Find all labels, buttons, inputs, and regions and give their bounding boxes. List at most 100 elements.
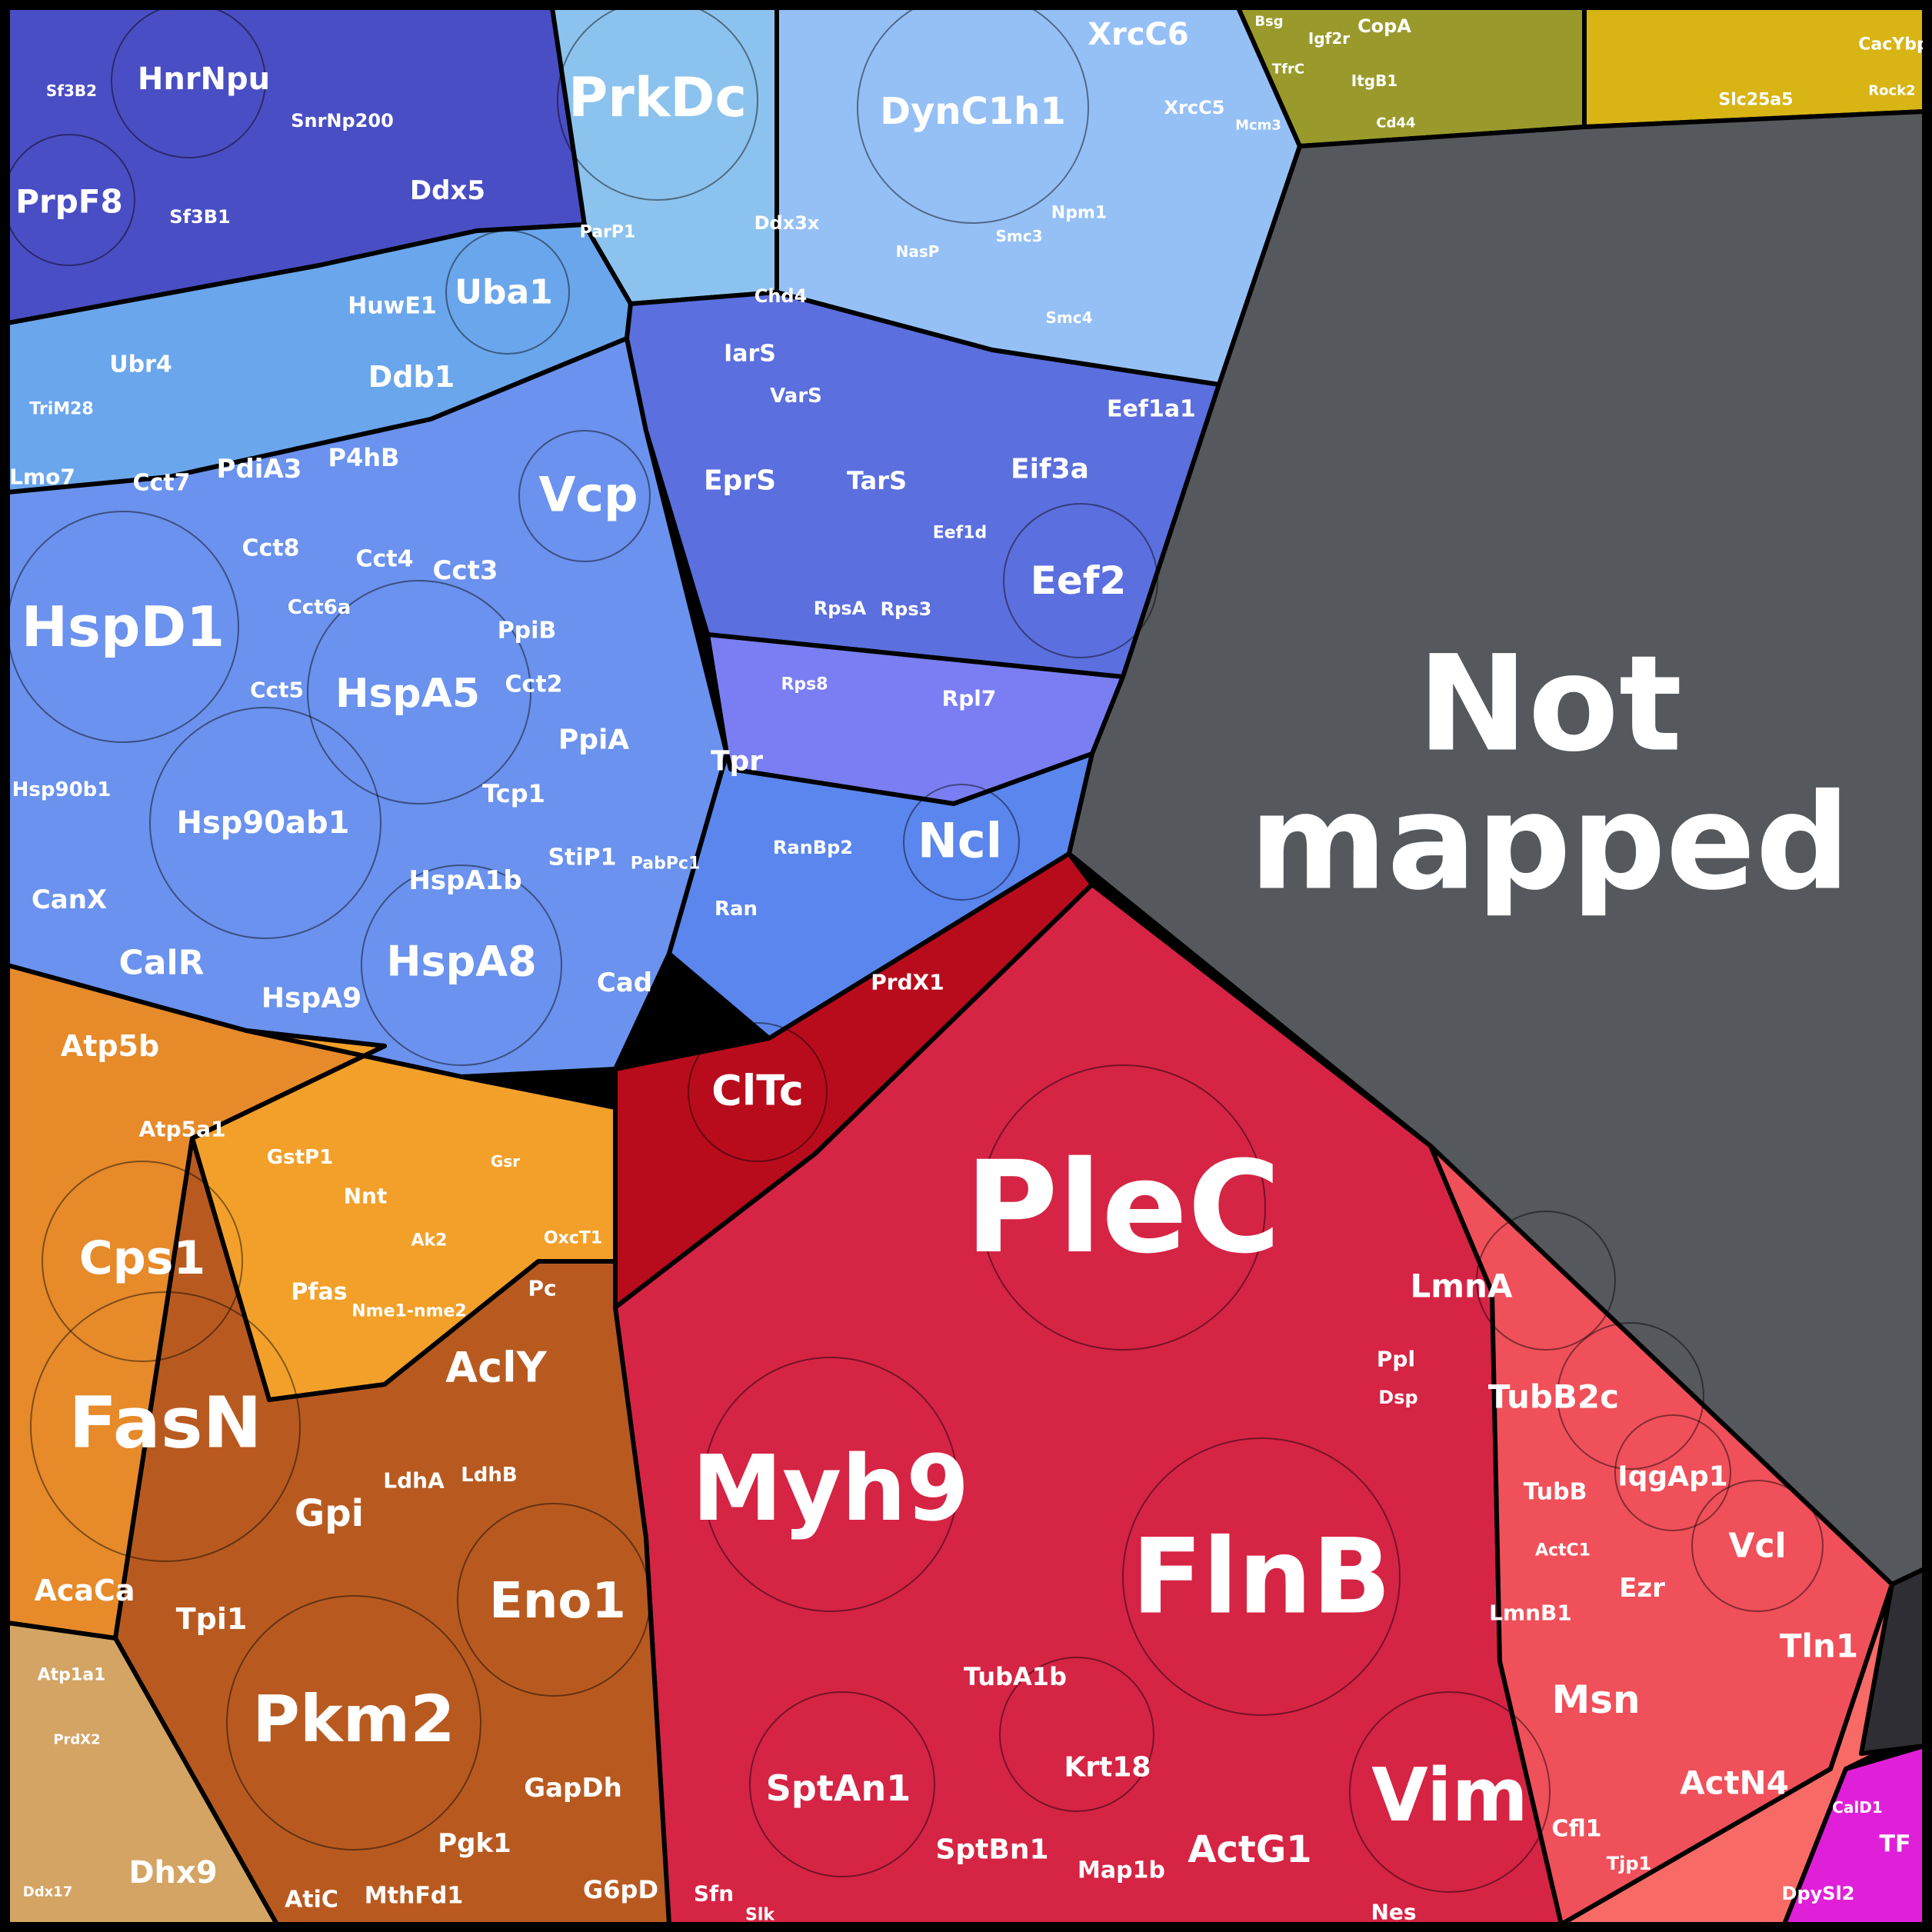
cell-label: Sf3B2 [46,82,97,100]
cell-label: CopA [1357,15,1411,37]
cell-label: Gsr [491,1152,520,1171]
cell-label: SnrNp200 [291,110,394,132]
cell-label: Map1b [1078,1857,1165,1884]
cell-label: SptAn1 [766,1767,911,1809]
cell-label: Ezr [1619,1573,1665,1604]
cell-label: HspD1 [22,595,225,659]
cell-label: Sfn [694,1881,734,1907]
cell-label: ActG1 [1188,1828,1311,1871]
cell-label: GapDh [524,1773,622,1804]
cell-label: PabPc1 [631,854,701,874]
cell-label: Cct8 [242,535,299,562]
cell-label: HspA1b [408,865,521,896]
cell-label: OxcT1 [544,1229,602,1248]
cell-label: Vcp [538,467,638,523]
cell-label: Eef1d [933,524,988,543]
cell-label: SptBn1 [935,1834,1048,1866]
cell-label: Rps3 [881,598,932,620]
cell-label: Tjp1 [1607,1853,1651,1874]
cell-label: Nnt [344,1184,388,1209]
cell-label: HspA9 [261,983,361,1014]
region-tan [8,1621,279,1924]
cell-label: Tcp1 [482,779,545,808]
cell-label: PdiA3 [217,454,302,485]
cell-label: Ddb1 [368,360,455,394]
cell-label: TfrC [1272,62,1304,78]
cell-label: Igf2r [1308,29,1350,48]
cell-label: HspA5 [335,671,480,717]
cell-label: AclY [445,1344,547,1392]
cell-label: ParP1 [580,223,636,242]
cell-label: HnrNpu [138,62,270,97]
cell-label: PrpF8 [15,183,122,221]
cell-label: TubB [1524,1479,1587,1506]
cell-label: IqgAp1 [1617,1461,1728,1493]
cell-label: Vcl [1728,1527,1786,1566]
cell-label: AtiC [285,1887,338,1914]
cell-label: Cct4 [355,546,413,573]
cell-label: HspA8 [386,938,536,986]
cell-label: PleC [965,1134,1281,1281]
cell-label: Rps8 [781,675,828,695]
cell-label: Rock2 [1868,83,1915,99]
cell-label: LmnA [1411,1267,1513,1305]
cell-label: Smc3 [995,227,1042,245]
cell-label: Gpi [295,1492,364,1535]
cell-label: Smc4 [1045,308,1092,327]
cell-label: Chd4 [754,285,808,307]
cell-label: Slk [745,1906,775,1925]
cell-label: LmnB1 [1489,1601,1572,1626]
cell-label: TubB2c [1488,1378,1619,1416]
cell-label: IarS [724,341,776,368]
cell-label: Tln1 [1780,1627,1858,1665]
cell-label: LdhA [383,1468,445,1494]
cell-label: PpiA [558,724,629,756]
cell-label: Atp1a1 [38,1666,106,1685]
cell-label: DynC1h1 [880,90,1066,133]
cell-label: Ncl [918,813,1002,869]
cell-label: Vim [1371,1754,1527,1838]
cell-label: Cd44 [1376,115,1415,132]
cell-label: Ran [715,898,758,921]
cell-label: StiP1 [548,844,616,871]
cell-label: CalD1 [1832,1798,1883,1817]
cell-label: Pkm2 [252,1681,455,1757]
cell-label: Eif3a [1011,454,1089,485]
cell-label: Pfas [291,1279,347,1306]
cell-label: Krt18 [1064,1752,1151,1784]
cell-label: Pc [528,1276,556,1301]
cell-label: Nme1-nme2 [351,1302,467,1321]
cell-labels: PleC FlnB Myh9 Vim SptAn1 ActG1 LmnA Tub… [9,14,1928,1925]
cell-label: Hsp90ab1 [176,805,349,841]
cell-label: TF [1880,1831,1911,1858]
cell-label: CacYbp [1858,35,1928,55]
cell-label: XrcC5 [1164,97,1225,118]
cell-label: Uba1 [455,273,553,312]
cell-label: Atp5a1 [139,1117,226,1142]
cell-label: PrdX1 [871,970,944,995]
cell-label: Tpi1 [176,1602,248,1636]
cell-label: Msn [1551,1677,1640,1722]
cell-label: ItgB1 [1351,72,1397,90]
cell-label: Eef2 [1031,558,1127,603]
cell-label: ClTc [711,1067,804,1115]
cell-label: RpsA [814,598,867,619]
cell-label: Cfl1 [1551,1816,1601,1843]
not-mapped-label-line2: mapped [1249,765,1850,920]
cell-label: Ddx5 [410,175,485,206]
cell-label: EprS [704,465,776,497]
cell-label: NasP [896,242,940,261]
cell-label: Slc25a5 [1718,91,1793,110]
cell-label: RanBp2 [773,837,853,858]
cell-label: PpiB [498,618,557,645]
cell-label: Tpr [711,746,763,778]
cell-label: Nes [1371,1900,1416,1925]
cell-label: P4hB [328,443,400,472]
cell-label: MthFd1 [365,1883,463,1910]
cell-label: Hsp90b1 [12,778,112,801]
cell-label: Rpl7 [942,686,997,711]
region-magenta [1782,1744,1924,1924]
cell-label: CanX [32,884,107,915]
